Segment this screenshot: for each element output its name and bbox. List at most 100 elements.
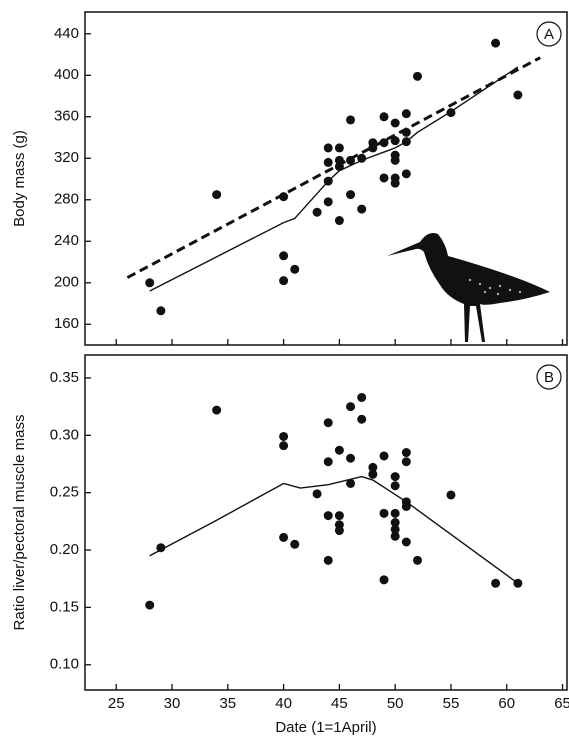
data-point [357,153,367,163]
data-point [279,192,289,202]
data-point [346,190,356,200]
data-point [346,155,356,165]
data-point [446,108,456,118]
data-point [401,127,411,137]
data-point [379,508,389,518]
data-point [334,155,344,165]
x-tick-label: 30 [164,695,181,712]
y-tick-label: 0.30 [50,426,79,443]
data-point [323,176,333,186]
data-point [401,137,411,147]
data-point [334,143,344,153]
data-point [357,392,367,402]
y-tick-label: 0.20 [50,541,79,558]
data-point [379,112,389,122]
data-point [401,109,411,119]
trend-line [149,66,519,292]
data-point [312,489,322,499]
y-tick-label: 0.15 [50,598,79,615]
x-tick-label: 60 [498,695,515,712]
data-point [279,251,289,261]
data-point [279,276,289,286]
data-point [145,600,155,610]
data-point [390,481,400,491]
data-point [334,526,344,536]
data-point [401,501,411,511]
y-tick-label: 240 [54,232,79,249]
data-point [390,178,400,188]
data-point [513,90,523,100]
dashed-line [126,56,541,279]
x-tick-label: 55 [443,695,460,712]
data-point [390,472,400,482]
y-axis-label: Body mass (g) [11,130,28,227]
data-point [412,71,422,81]
data-point [212,405,222,415]
annotation-circle [536,21,562,47]
data-point [290,264,300,274]
annotation-circle [536,364,562,390]
x-tick-label: 40 [275,695,292,712]
data-point [346,453,356,463]
y-tick-label: 440 [54,25,79,42]
y-tick-label: 360 [54,108,79,125]
data-point [379,451,389,461]
y-tick-label: 200 [54,274,79,291]
data-point [279,532,289,542]
plot-frame [84,11,568,346]
y-tick-label: 0.35 [50,369,79,386]
data-point [401,457,411,467]
data-point [357,204,367,214]
data-point [357,414,367,424]
data-point [334,511,344,521]
data-point [323,157,333,167]
data-point [513,578,523,588]
data-point [401,448,411,458]
data-point [379,575,389,585]
data-point [290,539,300,549]
data-point [279,431,289,441]
data-point [323,418,333,428]
data-point [491,38,501,48]
data-point [390,524,400,534]
data-point [390,531,400,541]
data-point [312,207,322,217]
bird-wing [468,278,522,296]
data-point [156,543,166,553]
data-point [390,136,400,146]
trend-line [149,475,519,584]
data-point [401,169,411,179]
data-point [368,469,378,479]
data-point [212,190,222,200]
x-tick-label: 25 [108,695,125,712]
data-point [446,490,456,500]
x-axis-label: Date (1=1April) [275,719,376,736]
y-tick-label: 320 [54,149,79,166]
y-tick-label: 0.25 [50,484,79,501]
plot-frame [84,354,568,691]
data-point [346,115,356,125]
y-tick-label: 400 [54,66,79,83]
data-point [323,143,333,153]
data-point [145,278,155,288]
y-tick-label: 160 [54,315,79,332]
data-point [156,306,166,316]
data-point [279,441,289,451]
y-tick-label: 0.10 [50,656,79,673]
panel-annotation: A [544,26,554,43]
data-point [346,402,356,412]
y-tick-label: 280 [54,191,79,208]
x-tick-label: 50 [387,695,404,712]
data-point [368,462,378,472]
data-point [334,445,344,455]
data-point [334,216,344,226]
panel-annotation: B [544,369,554,386]
data-point [323,511,333,521]
data-point [390,118,400,128]
data-point [346,478,356,488]
data-point [323,555,333,565]
data-point [334,162,344,172]
y-axis-label: Ratio liver/pectoral muscle mass [11,415,28,631]
data-point [390,155,400,165]
